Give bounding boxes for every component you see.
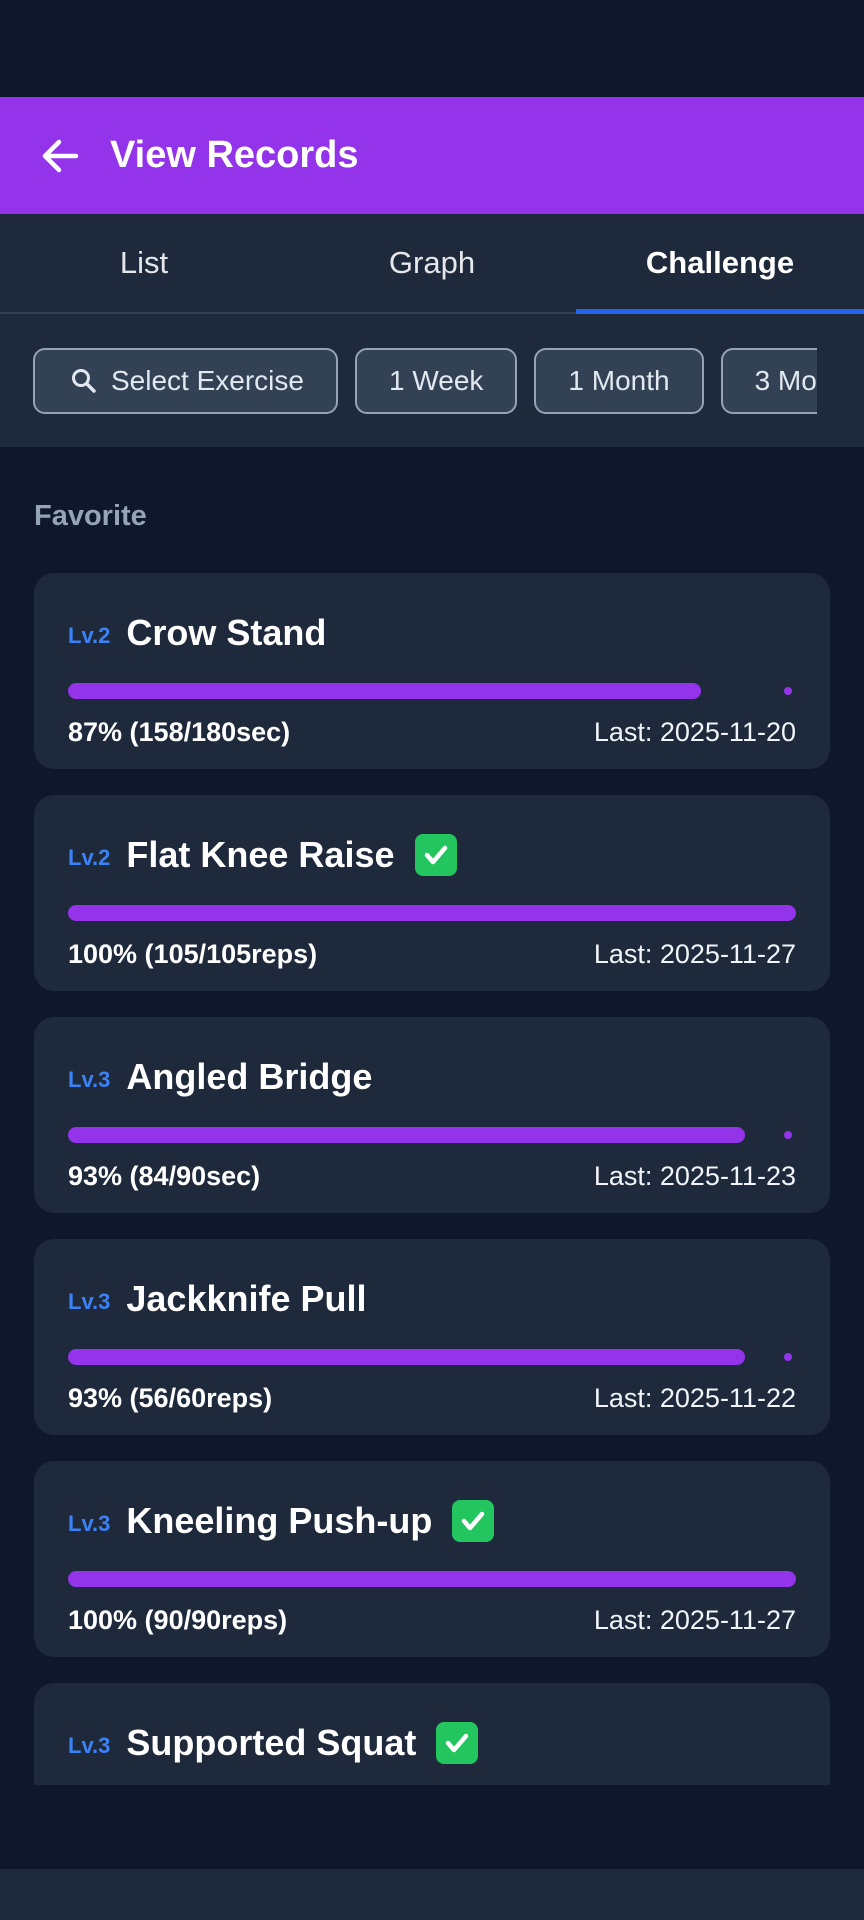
progress-bar (68, 1349, 796, 1365)
card-footer: 87% (158/180sec) Last: 2025-11-20 (68, 717, 796, 748)
progress-text: 93% (56/60reps) (68, 1383, 273, 1413)
last-date: Last: 2025-11-27 (593, 939, 796, 969)
filter-bar: Select Exercise 1 Week 1 Month 3 Mo (0, 314, 864, 447)
last-date: Last: 2025-11-22 (593, 1383, 796, 1413)
exercise-name: Flat Knee Raise (126, 834, 395, 875)
tab-challenge[interactable]: Challenge (576, 214, 864, 314)
level-badge: Lv.2 (68, 845, 111, 870)
filter-bar-edge (830, 314, 864, 447)
select-exercise-label: Select Exercise (111, 364, 304, 396)
exercise-name: Kneeling Push-up (126, 1500, 433, 1541)
progress-fill (68, 1127, 746, 1143)
page-title: View Records (110, 134, 359, 176)
exercise-name: Angled Bridge (126, 1056, 373, 1097)
filter-1-week[interactable]: 1 Week (354, 347, 518, 414)
status-bar-area (0, 0, 864, 97)
check-mark-icon (452, 1500, 495, 1542)
progress-bar (68, 905, 796, 921)
progress-fill (68, 683, 702, 699)
level-badge: Lv.3 (68, 1511, 111, 1536)
challenge-card[interactable]: Lv.3 Jackknife Pull 93% (56/60reps) Last: 2… (34, 1239, 830, 1435)
bottom-navigation-bar (0, 1869, 864, 1920)
app-bar: View Records (0, 97, 864, 214)
progress-end-dot (784, 687, 792, 695)
level-badge: Lv.3 (68, 1289, 111, 1314)
card-header: Lv.3 Angled Bridge (68, 1017, 796, 1127)
progress-end-dot (784, 1131, 792, 1139)
tab-list[interactable]: List (119, 245, 169, 280)
card-header: Lv.2 Flat Knee Raise (68, 795, 796, 905)
progress-bar (68, 1127, 796, 1143)
filter-1-month[interactable]: 1 Month (534, 347, 704, 414)
exercise-name: Jackknife Pull (126, 1278, 367, 1319)
progress-text: 100% (105/105reps) (68, 939, 318, 969)
level-badge: Lv.2 (68, 623, 111, 648)
tab-graph[interactable]: Graph (388, 245, 476, 280)
progress-fill (68, 1349, 746, 1365)
arrow-left-icon (42, 139, 79, 172)
card-footer: 100% (90/90reps) Last: 2025-11-27 (68, 1605, 796, 1636)
level-badge: Lv.3 (68, 1733, 111, 1758)
progress-text: 87% (158/180sec) (68, 717, 291, 747)
challenge-card[interactable]: Lv.3 Kneeling Push-up 100% (90/90reps) Last… (34, 1461, 830, 1657)
card-header: Lv.2 Crow Stand (68, 573, 796, 683)
record-list: Lv.2 Crow Stand 87% (158/180sec) Last: 2025… (34, 573, 830, 1785)
select-exercise-button[interactable]: Select Exercise (33, 347, 338, 414)
search-icon (72, 368, 96, 393)
check-mark-icon (414, 834, 457, 876)
progress-end-dot (784, 1353, 792, 1361)
last-date: Last: 2025-11-20 (593, 717, 796, 747)
progress-fill (68, 905, 796, 921)
exercise-name: Supported Squat (126, 1722, 417, 1763)
last-date: Last: 2025-11-23 (593, 1161, 796, 1191)
challenge-card[interactable]: Lv.2 Flat Knee Raise 100% (105/105reps) Las… (34, 795, 830, 991)
card-header: Lv.3 Supported Squat (68, 1683, 796, 1785)
card-footer: 93% (56/60reps) Last: 2025-11-22 (68, 1383, 796, 1414)
card-footer: 100% (105/105reps) Last: 2025-11-27 (68, 939, 796, 970)
progress-text: 93% (84/90sec) (68, 1161, 261, 1191)
check-mark-icon (436, 1722, 479, 1764)
progress-bar (68, 1571, 796, 1587)
filter-3-months[interactable]: 3 Mo (720, 347, 817, 414)
challenge-card[interactable]: Lv.3 Supported Squat (34, 1683, 830, 1785)
card-header: Lv.3 Kneeling Push-up (68, 1461, 796, 1571)
challenge-card[interactable]: Lv.2 Crow Stand 87% (158/180sec) Last: 2025… (34, 573, 830, 769)
progress-fill (68, 1571, 796, 1587)
card-footer: 93% (84/90sec) Last: 2025-11-23 (68, 1161, 796, 1192)
last-date: Last: 2025-11-27 (593, 1605, 796, 1635)
back-button[interactable] (38, 134, 82, 178)
progress-bar (68, 683, 796, 699)
progress-text: 100% (90/90reps) (68, 1605, 288, 1635)
level-badge: Lv.3 (68, 1067, 111, 1092)
challenge-card[interactable]: Lv.3 Angled Bridge 93% (84/90sec) Last: 202… (34, 1017, 830, 1213)
exercise-name: Crow Stand (126, 612, 327, 653)
tab-bar: List Graph Challenge (0, 214, 864, 314)
favorite-section-label: Favorite (34, 500, 147, 532)
card-header: Lv.3 Jackknife Pull (68, 1239, 796, 1349)
